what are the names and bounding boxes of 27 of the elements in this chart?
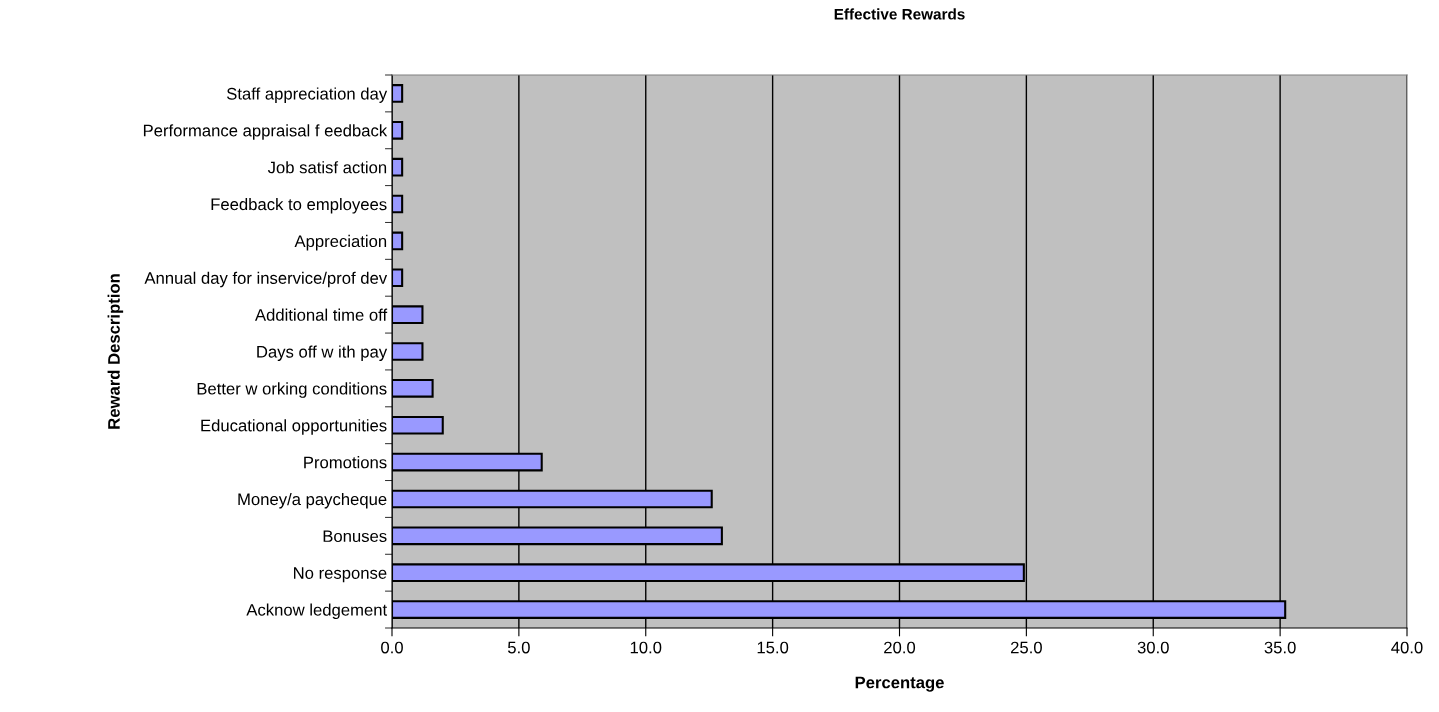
- y-tick-label: Staff appreciation day: [226, 87, 388, 103]
- y-tick-label: No response: [294, 567, 387, 583]
- x-axis-title: Percentage: [855, 676, 944, 692]
- y-tick-label: Job satisf action: [267, 161, 387, 174]
- y-tick-label: Annual day for inservice/prof dev: [144, 271, 388, 288]
- x-tick-label: 40.0: [1391, 641, 1423, 654]
- y-tick-label: Bonuses: [323, 530, 387, 543]
- y-tick-label: Educational opportunities: [201, 419, 387, 435]
- y-tick-label: Acknow ledgement: [246, 603, 388, 620]
- chart-title: Effective Rewards: [834, 8, 965, 20]
- y-tick-label: Performance appraisal f eedback: [143, 124, 388, 140]
- y-axis-title: Reward Description: [107, 274, 124, 429]
- x-tick-label: 20.0: [884, 641, 916, 654]
- y-tick-label: Better w orking conditions: [197, 382, 387, 398]
- y-tick-label: Appreciation: [294, 234, 387, 251]
- x-tick-label: 10.0: [630, 641, 662, 654]
- y-tick-label: Promotions: [304, 456, 387, 469]
- y-tick-label: Days off w ith pay: [257, 345, 388, 361]
- y-tick-label: Feedback to employees: [211, 197, 387, 214]
- x-tick-label: 15.0: [757, 641, 789, 654]
- x-tick-label: 25.0: [1011, 641, 1042, 654]
- x-tick-label: 35.0: [1264, 641, 1296, 654]
- x-tick-label: 30.0: [1137, 641, 1169, 654]
- x-tick-label: 5.0: [507, 641, 530, 654]
- y-tick-label: Money/a paycheque: [238, 492, 387, 509]
- y-tick-label: Additional time off: [254, 308, 388, 321]
- x-tick-label: 0.0: [381, 641, 403, 654]
